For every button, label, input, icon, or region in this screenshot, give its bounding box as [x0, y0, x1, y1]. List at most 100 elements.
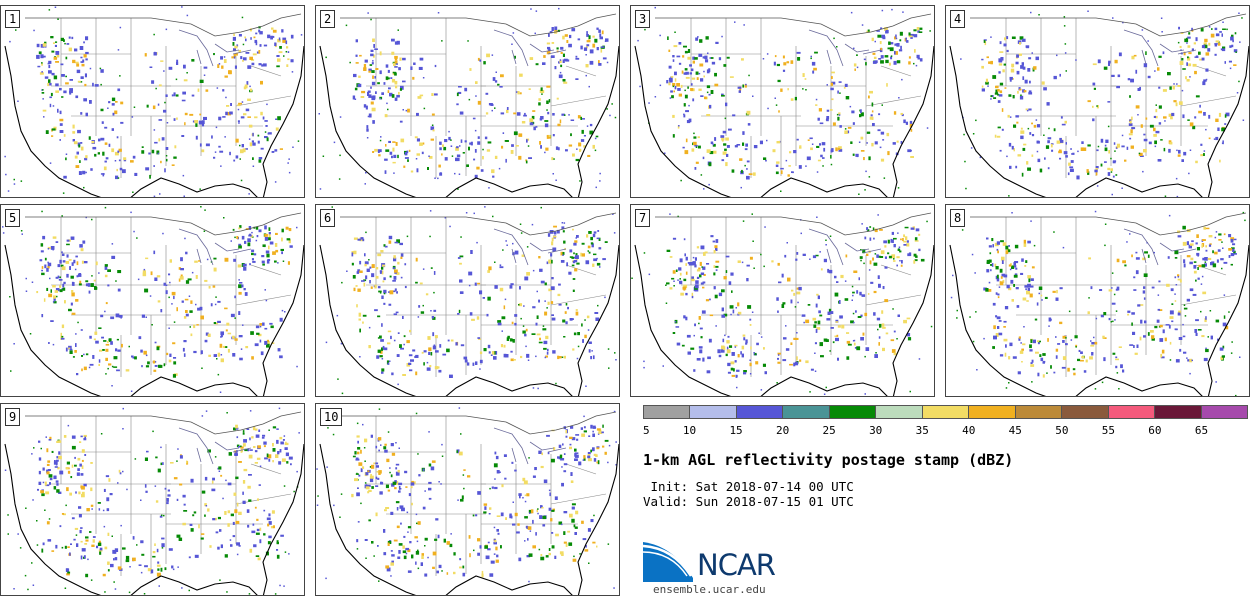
reflectivity-cell [554, 66, 557, 70]
reflectivity-speck [226, 591, 228, 593]
reflectivity-cell [1208, 244, 1212, 247]
reflectivity-cell [409, 541, 412, 544]
reflectivity-cell [233, 427, 236, 431]
reflectivity-cell [235, 520, 240, 524]
reflectivity-cell [461, 495, 464, 499]
reflectivity-cell [919, 27, 923, 30]
reflectivity-cell [521, 254, 525, 257]
reflectivity-cell [737, 313, 740, 316]
reflectivity-cell [394, 80, 398, 85]
reflectivity-cell [391, 38, 395, 42]
reflectivity-speck [1064, 43, 1067, 45]
reflectivity-cell [756, 342, 759, 346]
reflectivity-speck [183, 195, 185, 197]
reflectivity-cell [394, 66, 398, 68]
reflectivity-cell [100, 69, 104, 73]
reflectivity-cell [1118, 346, 1122, 348]
reflectivity-cell [88, 290, 91, 294]
great-lakes [178, 427, 252, 465]
reflectivity-cell [893, 330, 896, 333]
reflectivity-cell [1026, 46, 1029, 49]
reflectivity-cell [501, 316, 506, 320]
reflectivity-cell [39, 259, 43, 262]
reflectivity-cell [255, 325, 260, 329]
reflectivity-speck [397, 383, 399, 386]
reflectivity-cell [113, 366, 118, 368]
reflectivity-cell [272, 525, 275, 529]
reflectivity-cell [1072, 152, 1075, 155]
reflectivity-cell [163, 109, 167, 113]
reflectivity-cell [397, 261, 400, 265]
reflectivity-cell [690, 347, 695, 350]
reflectivity-cell [59, 87, 62, 91]
reflectivity-speck [111, 535, 113, 537]
reflectivity-cell [699, 39, 703, 43]
reflectivity-speck [136, 544, 138, 546]
reflectivity-cell [164, 567, 167, 571]
reflectivity-speck [259, 325, 262, 328]
reflectivity-cell [1220, 356, 1224, 360]
reflectivity-cell [439, 344, 442, 348]
reflectivity-speck [117, 177, 120, 179]
reflectivity-cell [596, 545, 598, 548]
reflectivity-cell [477, 141, 481, 145]
reflectivity-map [319, 206, 619, 396]
reflectivity-cell [132, 536, 135, 540]
reflectivity-cell [256, 528, 260, 532]
reflectivity-cell [91, 544, 95, 547]
reflectivity-cell [242, 57, 247, 61]
reflectivity-cell [726, 340, 730, 344]
reflectivity-speck [499, 471, 501, 473]
reflectivity-speck [406, 235, 409, 238]
reflectivity-speck [588, 85, 590, 88]
reflectivity-cell [490, 560, 495, 564]
reflectivity-cell [1001, 128, 1004, 131]
reflectivity-cell [1143, 297, 1146, 300]
reflectivity-cell [917, 57, 920, 60]
reflectivity-speck [205, 410, 208, 412]
reflectivity-cell [239, 357, 243, 361]
reflectivity-speck [695, 146, 698, 148]
reflectivity-cell [485, 555, 490, 560]
reflectivity-cell [140, 349, 143, 353]
reflectivity-speck [422, 268, 425, 270]
reflectivity-cell [721, 137, 725, 141]
reflectivity-cell [409, 329, 412, 333]
reflectivity-cell [1182, 241, 1187, 246]
reflectivity-speck [809, 391, 811, 393]
reflectivity-cell [1039, 354, 1042, 357]
reflectivity-cell [391, 452, 396, 456]
reflectivity-cell [274, 42, 277, 47]
reflectivity-cell [729, 305, 734, 309]
reflectivity-cell [709, 57, 712, 59]
reflectivity-cell [990, 60, 993, 65]
reflectivity-cell [199, 113, 202, 116]
reflectivity-cell [780, 170, 783, 175]
reflectivity-cell [715, 247, 718, 251]
reflectivity-speck [546, 109, 548, 111]
reflectivity-cell [437, 534, 440, 539]
reflectivity-speck [1244, 219, 1246, 222]
reflectivity-cell [1183, 259, 1186, 264]
reflectivity-cell [540, 556, 545, 561]
reflectivity-cell [780, 88, 783, 92]
reflectivity-speck [402, 109, 404, 111]
reflectivity-cell [166, 352, 169, 356]
reflectivity-cell [51, 135, 54, 137]
reflectivity-cell [394, 288, 397, 291]
reflectivity-cell [981, 85, 984, 88]
reflectivity-cell [435, 518, 439, 521]
reflectivity-cell [69, 492, 72, 496]
reflectivity-cell [120, 121, 124, 124]
reflectivity-cell [1031, 266, 1035, 269]
reflectivity-cell [781, 273, 784, 278]
reflectivity-cell [874, 354, 878, 358]
reflectivity-speck [1030, 220, 1032, 222]
reflectivity-cell [504, 354, 509, 358]
reflectivity-cell [1070, 160, 1074, 163]
reflectivity-speck [219, 391, 222, 393]
reflectivity-cell [166, 502, 169, 505]
reflectivity-cell [787, 174, 790, 177]
reflectivity-speck [491, 54, 494, 56]
reflectivity-cell [516, 531, 520, 534]
